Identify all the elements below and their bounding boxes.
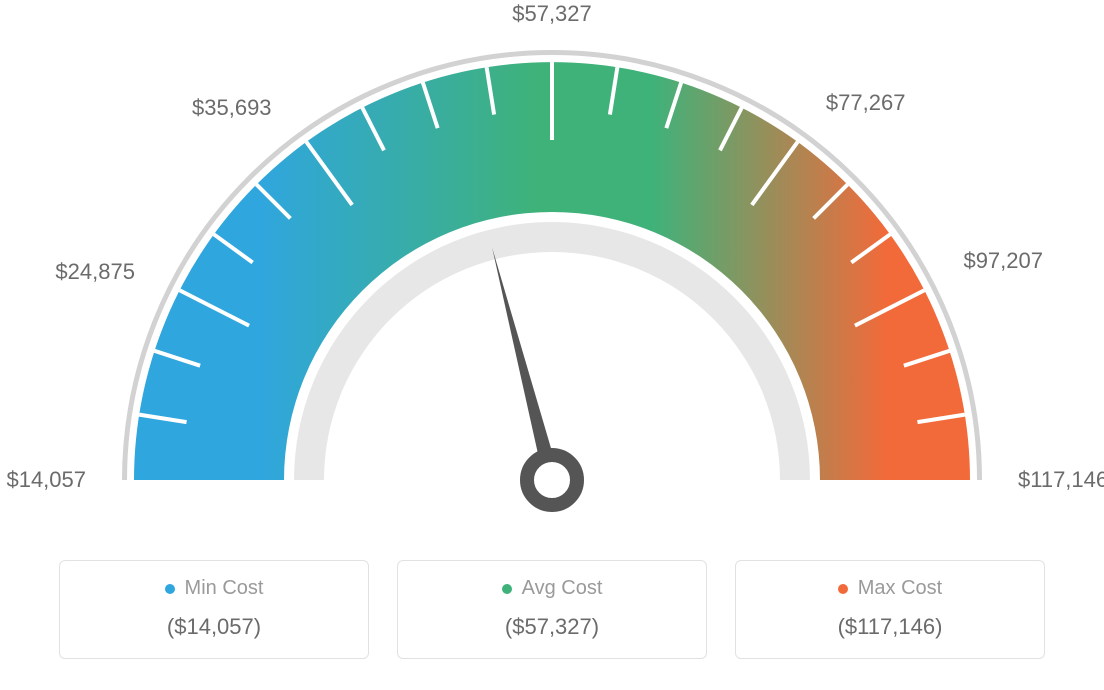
gauge-hub	[527, 455, 577, 505]
legend-card-min: Min Cost ($14,057)	[59, 560, 369, 659]
legend-label-min: Min Cost	[185, 577, 264, 600]
legend-value-avg: ($57,327)	[408, 614, 696, 640]
legend-value-max: ($117,146)	[746, 614, 1034, 640]
dot-avg	[502, 584, 512, 594]
legend-card-avg: Avg Cost ($57,327)	[397, 560, 707, 659]
gauge-tick-label: $35,693	[192, 95, 272, 120]
gauge-needle	[492, 248, 560, 482]
dot-min	[165, 584, 175, 594]
gauge-tick-label: $117,146	[1018, 467, 1104, 492]
cost-gauge: $14,057 $24,875 $35,693 $57,327 $77,267 $97,2…	[0, 0, 1104, 560]
legend-label-max: Max Cost	[858, 577, 942, 600]
gauge-tick-label: $57,327	[512, 1, 592, 26]
dot-max	[838, 584, 848, 594]
gauge-tick-label: $77,267	[826, 90, 906, 115]
gauge-tick-label: $24,875	[55, 259, 135, 284]
gauge-tick-label: $14,057	[6, 467, 86, 492]
legend-card-max: Max Cost ($117,146)	[735, 560, 1045, 659]
legend-row: Min Cost ($14,057) Avg Cost ($57,327) Ma…	[0, 560, 1104, 689]
legend-label-avg: Avg Cost	[522, 577, 603, 600]
legend-value-min: ($14,057)	[70, 614, 358, 640]
gauge-tick-label: $97,207	[963, 248, 1043, 273]
